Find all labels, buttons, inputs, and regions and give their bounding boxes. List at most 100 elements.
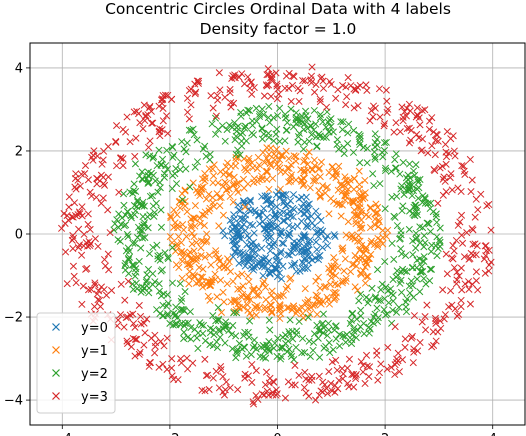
point-y=3 — [124, 277, 132, 285]
x-tick-label: 0 — [273, 432, 281, 436]
point-y=1 — [210, 202, 218, 210]
point-y=3 — [143, 315, 151, 323]
point-y=2 — [113, 216, 121, 224]
point-y=3 — [129, 310, 137, 318]
axis-ticks: −4 −2 0 2 4 −4 −2 0 2 4 — [4, 61, 497, 436]
legend-box — [36, 312, 116, 414]
point-y=3 — [60, 209, 68, 218]
point-y=3 — [463, 229, 471, 237]
point-y=0 — [244, 257, 252, 266]
point-y=3 — [112, 137, 120, 145]
point-y=0 — [240, 197, 248, 205]
point-y=3 — [338, 364, 346, 373]
point-y=1 — [226, 267, 234, 276]
point-y=2 — [396, 170, 404, 178]
y-tick-label: 2 — [15, 144, 23, 159]
point-y=1 — [350, 174, 358, 182]
point-y=3 — [185, 115, 193, 123]
point-y=1 — [292, 176, 300, 184]
point-y=1 — [229, 198, 237, 206]
point-y=2 — [396, 235, 404, 243]
point-y=0 — [247, 207, 255, 215]
point-y=0 — [256, 220, 264, 228]
point-y=1 — [276, 185, 284, 193]
point-y=1 — [183, 261, 191, 269]
point-y=1 — [311, 301, 319, 309]
point-y=0 — [268, 198, 276, 206]
point-y=1 — [371, 215, 379, 223]
point-y=3 — [456, 218, 464, 226]
point-y=3 — [119, 162, 127, 170]
point-y=2 — [281, 110, 289, 118]
point-y=1 — [198, 210, 206, 219]
point-y=2 — [150, 152, 158, 161]
point-y=1 — [309, 177, 318, 185]
point-y=0 — [313, 246, 321, 254]
point-y=1 — [322, 282, 330, 291]
point-y=2 — [353, 315, 361, 323]
point-y=2 — [284, 337, 292, 345]
y-tick-label: 4 — [15, 61, 23, 76]
point-y=2 — [186, 308, 194, 316]
point-y=2 — [124, 233, 132, 241]
point-y=2 — [271, 339, 279, 347]
point-y=3 — [156, 132, 164, 140]
point-y=1 — [207, 278, 215, 286]
legend-marker-y=0 — [52, 323, 60, 331]
point-y=3 — [361, 379, 369, 388]
point-y=0 — [233, 240, 241, 248]
point-y=2 — [357, 306, 365, 314]
point-y=2 — [329, 128, 337, 136]
point-y=3 — [244, 372, 252, 380]
point-y=3 — [168, 372, 176, 380]
point-y=1 — [250, 178, 258, 186]
point-y=3 — [455, 310, 463, 318]
point-y=2 — [357, 312, 365, 320]
point-y=2 — [172, 321, 180, 329]
point-y=3 — [374, 376, 382, 384]
point-y=1 — [342, 176, 350, 184]
point-y=1 — [338, 247, 347, 255]
point-y=0 — [291, 259, 299, 267]
point-y=2 — [154, 252, 162, 260]
point-y=1 — [215, 222, 223, 230]
point-y=2 — [371, 155, 379, 163]
point-y=1 — [286, 177, 294, 185]
point-y=3 — [416, 338, 424, 347]
point-y=0 — [279, 191, 287, 199]
point-y=2 — [131, 239, 139, 247]
point-y=3 — [428, 343, 436, 351]
point-y=3 — [104, 206, 112, 214]
point-y=3 — [438, 162, 446, 170]
point-y=3 — [407, 126, 415, 135]
point-y=3 — [323, 384, 331, 392]
point-y=1 — [241, 203, 249, 211]
point-y=1 — [362, 244, 370, 252]
legend-label-y=1: y=1 — [81, 344, 108, 359]
point-y=0 — [265, 257, 273, 265]
point-y=3 — [65, 203, 73, 211]
point-y=0 — [323, 232, 332, 240]
point-y=2 — [412, 235, 420, 243]
data-points — [58, 63, 495, 408]
point-y=1 — [260, 277, 268, 285]
point-y=2 — [281, 137, 289, 145]
point-y=2 — [373, 135, 381, 143]
point-y=2 — [143, 282, 151, 290]
point-y=0 — [240, 220, 248, 228]
point-y=1 — [366, 223, 375, 232]
point-y=3 — [342, 101, 350, 109]
point-y=0 — [280, 239, 288, 247]
point-y=1 — [206, 282, 214, 290]
point-y=0 — [314, 213, 322, 221]
point-y=0 — [289, 191, 298, 199]
point-y=3 — [391, 323, 399, 331]
point-y=1 — [187, 221, 195, 229]
point-y=3 — [132, 134, 140, 142]
point-y=2 — [343, 330, 351, 338]
point-y=3 — [207, 92, 215, 100]
point-y=2 — [391, 164, 400, 172]
point-y=2 — [305, 337, 313, 345]
point-y=2 — [287, 350, 295, 358]
point-y=2 — [145, 178, 153, 186]
